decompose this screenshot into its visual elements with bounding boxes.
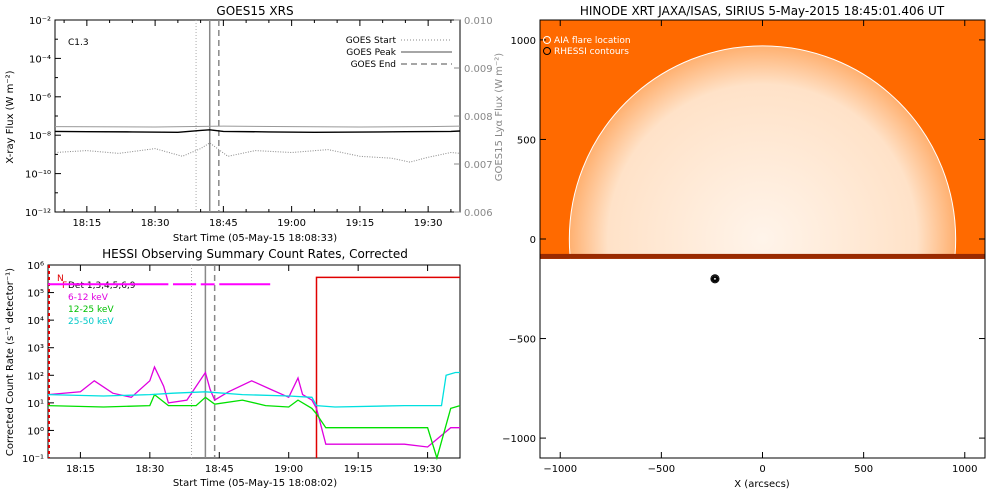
hessi-plot-frame bbox=[47, 264, 461, 459]
goes-ytick-right-label: 0.010 bbox=[464, 16, 493, 27]
hessi-legend-det: Det 1,3,4,5,6,9 bbox=[68, 281, 136, 291]
goes-xtick-label: 18:30 bbox=[141, 218, 170, 229]
xrt-panel: HINODE XRT JAXA/ISAS, SIRIUS 5-May-2015 … bbox=[539, 4, 986, 490]
goes-lya-line bbox=[54, 125, 461, 128]
hessi-xtick-label: 19:15 bbox=[344, 464, 373, 475]
goes-long-line bbox=[54, 129, 461, 134]
rhessi-contour bbox=[711, 275, 719, 283]
goes-ylabel-right: GOES15 Lyα Flux (W m⁻²) bbox=[494, 53, 505, 181]
hessi-ytick-label: 10⁰ bbox=[27, 426, 44, 437]
goes-ytick-label: 10⁻¹² bbox=[25, 208, 51, 219]
hessi-ytick-label: 10⁵ bbox=[27, 289, 44, 300]
rhessi-legend-circle bbox=[543, 47, 551, 55]
aia-flare-circle bbox=[702, 262, 728, 288]
xrt-image bbox=[539, 19, 986, 459]
xrt-ytick-label: 0 bbox=[530, 235, 536, 246]
hessi-legend-25-50: 25-50 keV bbox=[68, 317, 114, 327]
goes-panel: GOES15 XRS Start Time (05-May-15 18:08:3… bbox=[5, 4, 505, 244]
hessi-ylabel: Corrected Count Rate (s⁻¹ detector⁻¹) bbox=[5, 268, 16, 456]
hessi-ytick-label: 10² bbox=[27, 371, 44, 382]
rhessi-contour bbox=[710, 274, 720, 284]
hessi-title: HESSI Observing Summary Count Rates, Cor… bbox=[102, 247, 408, 261]
hessi-attenuator-line bbox=[315, 276, 460, 458]
hessi-xtick-label: 19:00 bbox=[274, 464, 303, 475]
xrt-ytick-label: −500 bbox=[509, 335, 536, 346]
xrt-xtick-label: 1000 bbox=[952, 464, 977, 475]
hessi-xtick-label: 18:15 bbox=[66, 464, 95, 475]
goes-ytick-right-label: 0.008 bbox=[464, 112, 493, 123]
goes-xtick-label: 18:15 bbox=[72, 218, 101, 229]
hessi-25-50-line bbox=[47, 371, 460, 408]
goes-xlabel: Start Time (05-May-15 18:08:33) bbox=[173, 233, 337, 244]
rhessi-contour bbox=[712, 276, 718, 282]
goes-xtick-label: 19:30 bbox=[414, 218, 443, 229]
hessi-ytick-label: 10⁻¹ bbox=[22, 454, 44, 465]
xrt-xtick-label: −1000 bbox=[543, 464, 577, 475]
goes-xtick-label: 18:45 bbox=[209, 218, 238, 229]
hessi-legend-12-25: 12-25 keV bbox=[68, 305, 114, 315]
hessi-night-flag: N bbox=[57, 274, 64, 284]
goes-ytick-right-label: 0.006 bbox=[464, 208, 493, 219]
goes-ytick-label: 10⁻⁸ bbox=[29, 131, 51, 142]
hessi-12-25-line bbox=[47, 393, 461, 461]
aia-legend-circle bbox=[543, 36, 551, 44]
xrt-ytick-label: 500 bbox=[517, 135, 536, 146]
sun-disk bbox=[569, 45, 956, 259]
goes-plot-frame bbox=[54, 19, 461, 213]
goes-title: GOES15 XRS bbox=[216, 4, 293, 18]
goes-short-line bbox=[54, 142, 461, 163]
xrt-legend-rhessi: RHESSI contours bbox=[554, 47, 629, 57]
xrt-xlabel: X (arcsecs) bbox=[734, 479, 790, 490]
hessi-xtick-label: 18:45 bbox=[205, 464, 234, 475]
xrt-xtick-label: −500 bbox=[648, 464, 675, 475]
xrt-legend-aia: AIA flare location bbox=[554, 36, 631, 46]
hessi-xlabel: Start Time (05-May-15 18:08:02) bbox=[173, 478, 337, 489]
hessi-ytick-label: 10¹ bbox=[27, 399, 44, 410]
hessi-xtick-label: 19:30 bbox=[413, 464, 442, 475]
xrt-ytick-label: −1000 bbox=[502, 434, 536, 445]
xrt-title: HINODE XRT JAXA/ISAS, SIRIUS 5-May-2015 … bbox=[580, 4, 945, 18]
rhessi-contour bbox=[713, 276, 717, 281]
goes-legend-end: GOES End bbox=[351, 60, 396, 70]
xrt-xtick-label: 500 bbox=[854, 464, 873, 475]
goes-ylabel: X-ray Flux (W m⁻²) bbox=[5, 70, 16, 163]
xrt-ytick-label: 1000 bbox=[511, 36, 536, 47]
chart-marks: 18:15 18:30 18:45 19:00 19:15 19:30 10⁻¹² 10⁻¹⁰… bbox=[22, 16, 978, 475]
goes-legend-start: GOES Start bbox=[346, 36, 397, 46]
hessi-ytick-label: 10³ bbox=[27, 344, 44, 355]
hessi-ytick-label: 10⁶ bbox=[27, 261, 44, 272]
xrt-xtick-label: 0 bbox=[759, 464, 765, 475]
goes-ytick-label: 10⁻⁶ bbox=[29, 93, 51, 104]
xrt-legend: AIA flare location RHESSI contours bbox=[543, 36, 631, 57]
hessi-ytick-label: 10⁴ bbox=[27, 316, 44, 327]
hessi-xtick-label: 18:30 bbox=[135, 464, 164, 475]
hessi-panel: HESSI Observing Summary Count Rates, Cor… bbox=[5, 247, 408, 489]
goes-legend-peak: GOES Peak bbox=[346, 48, 396, 58]
goes-ytick-label: 10⁻⁴ bbox=[29, 54, 51, 65]
goes-ytick-right-label: 0.009 bbox=[464, 64, 493, 75]
goes-xtick-label: 19:15 bbox=[345, 218, 374, 229]
goes-ytick-right-label: 0.007 bbox=[464, 160, 493, 171]
hessi-legend: Det 1,3,4,5,6,9 6-12 keV 12-25 keV 25-50… bbox=[68, 281, 136, 327]
goes-xtick-label: 19:00 bbox=[277, 218, 306, 229]
goes-legend: GOES Start GOES Peak GOES End bbox=[346, 36, 452, 70]
hessi-legend-6-12: 6-12 keV bbox=[68, 293, 109, 303]
xrt-edge-band bbox=[540, 253, 985, 259]
hessi-flare-flag: F bbox=[62, 281, 67, 291]
goes-ytick-label: 10⁻¹⁰ bbox=[25, 170, 51, 181]
goes-ytick-label: 10⁻² bbox=[29, 16, 51, 27]
goes-class-label: C1.3 bbox=[68, 38, 89, 48]
sun-limb bbox=[568, 45, 957, 259]
